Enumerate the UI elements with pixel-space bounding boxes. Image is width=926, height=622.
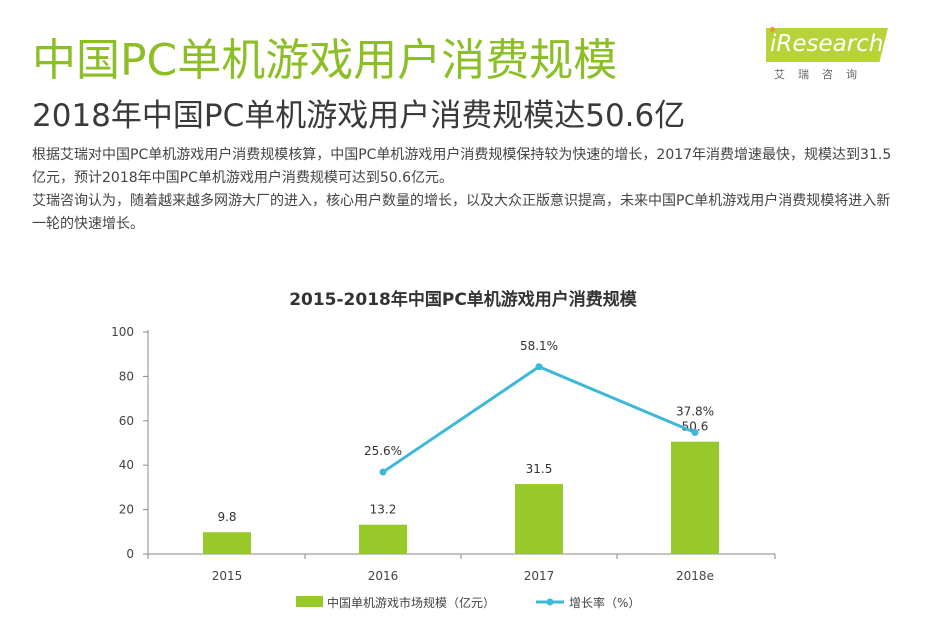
bar-value-label: 9.8: [217, 510, 236, 524]
bar: [359, 524, 407, 554]
y-tick-label: 60: [119, 414, 134, 428]
bar: [203, 532, 251, 554]
body-text: 根据艾瑞对中国PC单机游戏用户消费规模核算，中国PC单机游戏用户消费规模保持较为…: [32, 144, 892, 236]
x-tick-label: 2017: [524, 569, 555, 583]
body-paragraph-2: 艾瑞咨询认为，随着越来越多网游大厂的进入，核心用户数量的增长，以及大众正版意识提…: [32, 193, 891, 232]
x-tick-label: 2018e: [676, 569, 714, 583]
x-tick-label: 2015: [212, 569, 243, 583]
legend-line-label: 增长率（%）: [569, 595, 640, 610]
y-tick-label: 100: [111, 325, 134, 339]
logo-subtitle: 艾瑞咨询: [774, 68, 870, 81]
y-tick-label: 0: [126, 547, 134, 561]
y-tick-label: 80: [119, 369, 134, 383]
chart-title: 2015-2018年中国PC单机游戏用户消费规模: [289, 289, 638, 310]
page-subtitle: 2018年中国PC单机游戏用户消费规模达50.6亿: [32, 98, 686, 134]
logo-text: iResearch: [770, 31, 884, 57]
legend-line-marker: [546, 598, 554, 606]
bar-value-label: 31.5: [526, 462, 553, 476]
y-tick-label: 40: [119, 458, 134, 472]
growth-rate-label: 25.6%: [364, 444, 402, 458]
logo-dot-icon: [770, 27, 775, 32]
x-tick-label: 2016: [368, 569, 399, 583]
bar-value-label: 13.2: [370, 503, 397, 517]
legend-bar-swatch: [296, 596, 323, 607]
page-title: 中国PC单机游戏用户消费规模: [32, 35, 618, 86]
legend-bar-label: 中国单机游戏市场规模（亿元）: [327, 595, 495, 610]
growth-rate-point: [535, 363, 543, 371]
bar: [515, 484, 563, 554]
body-paragraph-1: 根据艾瑞对中国PC单机游戏用户消费规模核算，中国PC单机游戏用户消费规模保持较为…: [32, 147, 892, 186]
growth-rate-point: [379, 468, 387, 476]
bar: [671, 441, 719, 554]
growth-rate-label: 58.1%: [520, 339, 558, 353]
growth-rate-point: [691, 429, 699, 437]
growth-rate-label: 37.8%: [676, 405, 714, 419]
y-tick-label: 20: [119, 503, 134, 517]
logo-banner: [766, 28, 888, 62]
iresearch-logo: iResearch 艾瑞咨询: [766, 24, 891, 84]
growth-rate-line: [382, 365, 696, 474]
